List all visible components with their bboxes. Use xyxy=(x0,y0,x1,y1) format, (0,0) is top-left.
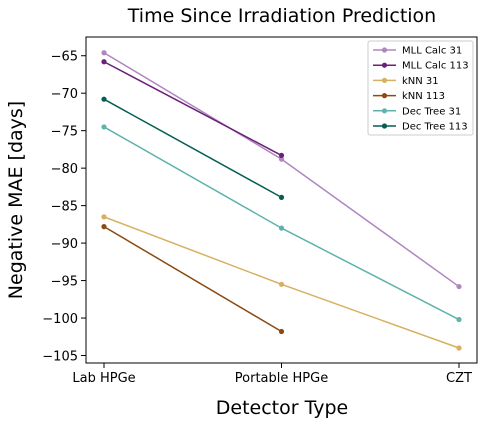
data-point xyxy=(456,316,462,323)
series-mll-calc-31 xyxy=(101,50,462,290)
x-tick-label: CZT xyxy=(446,371,472,386)
legend-marker xyxy=(381,62,388,68)
legend-label: Dec Tree 113 xyxy=(402,122,468,133)
data-point xyxy=(101,50,107,56)
series-layer xyxy=(101,50,462,351)
legend-marker xyxy=(381,47,388,53)
y-tick-label: −65 xyxy=(51,50,78,65)
legend-marker xyxy=(381,93,388,99)
legend-entry: Dec Tree 31 xyxy=(373,106,461,117)
y-tick-label: −70 xyxy=(51,87,78,102)
data-point xyxy=(278,225,285,231)
series-knn-113 xyxy=(101,224,285,335)
data-point xyxy=(278,281,285,287)
y-axis: −65 −70 −75 −80 −85 −90 −95 −100 −105 xyxy=(42,50,86,365)
legend: MLL Calc 31 MLL Calc 113 kNN 31 kNN 113 Dec … xyxy=(367,40,474,136)
series-mll-calc-113 xyxy=(101,59,285,159)
data-point xyxy=(101,124,107,130)
series-knn-31 xyxy=(101,214,462,351)
data-point xyxy=(101,59,107,65)
data-point xyxy=(278,152,285,159)
legend-marker xyxy=(381,77,388,83)
y-tick-label: −75 xyxy=(51,125,78,140)
legend-entry: kNN 31 xyxy=(373,76,439,87)
data-point xyxy=(101,214,107,220)
legend-label: MLL Calc 31 xyxy=(402,46,462,57)
legend-entry: Dec Tree 113 xyxy=(373,122,468,133)
data-point xyxy=(278,156,285,162)
legend-label: kNN 113 xyxy=(402,91,445,102)
legend-label: kNN 31 xyxy=(402,76,439,87)
y-tick-label: −95 xyxy=(51,275,78,290)
series-line xyxy=(103,61,282,157)
x-axis-title: Detector Type xyxy=(216,397,348,419)
y-tick-label: −100 xyxy=(42,312,78,327)
data-point xyxy=(278,328,285,335)
y-tick-label: −80 xyxy=(51,162,78,177)
x-axis: Lab HPGe Portable HPGe CZT xyxy=(72,363,472,386)
data-point xyxy=(101,224,107,230)
legend-label: MLL Calc 113 xyxy=(402,61,469,72)
legend-entry: MLL Calc 113 xyxy=(373,61,469,72)
legend-marker xyxy=(381,123,388,129)
series-dec-tree-31 xyxy=(101,124,462,323)
chart-title: Time Since Irradiation Prediction xyxy=(127,5,436,27)
x-tick-label: Portable HPGe xyxy=(235,371,328,386)
y-axis-title: Negative MAE [days] xyxy=(5,101,27,299)
data-point xyxy=(456,283,462,290)
data-point xyxy=(278,194,285,200)
series-dec-tree-113 xyxy=(101,96,285,200)
data-point xyxy=(101,96,107,102)
legend-entry: MLL Calc 31 xyxy=(373,46,462,57)
data-point xyxy=(456,345,462,351)
x-tick-label: Lab HPGe xyxy=(72,371,135,386)
y-tick-label: −105 xyxy=(42,350,78,365)
series-line xyxy=(103,225,282,333)
legend-entry: kNN 113 xyxy=(373,91,445,102)
y-tick-label: −90 xyxy=(51,237,78,252)
series-line xyxy=(103,98,282,199)
y-tick-label: −85 xyxy=(51,200,78,215)
legend-marker xyxy=(381,108,388,114)
legend-label: Dec Tree 31 xyxy=(402,106,461,117)
